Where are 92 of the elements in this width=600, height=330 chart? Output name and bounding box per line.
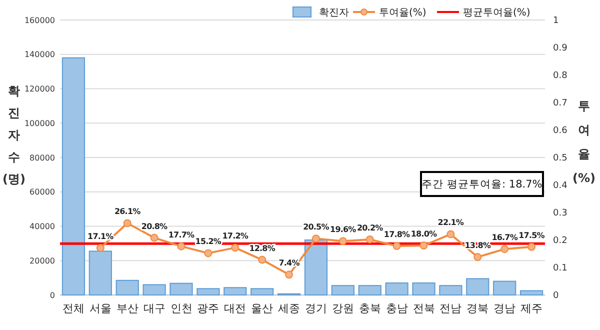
data-label: 20.8%: [141, 222, 168, 231]
point: [285, 270, 294, 279]
x-tick-label: 충북: [358, 302, 381, 315]
bar: [466, 278, 490, 296]
y2-tick-label: 0.2: [553, 236, 568, 246]
point: [338, 237, 347, 246]
bar: [224, 287, 247, 296]
data-label: 16.7%: [492, 233, 518, 242]
data-label: 12.8%: [249, 244, 276, 253]
y-tick-label: 60000: [30, 188, 55, 197]
point: [123, 219, 132, 228]
y2-tick-label: 0: [553, 291, 559, 302]
point: [231, 244, 240, 252]
legend-label: 투여율(%): [379, 8, 426, 18]
bar: [196, 288, 220, 296]
bar: [62, 57, 86, 296]
y-tick-label: 100000: [24, 118, 55, 128]
x-tick-label: 제주: [520, 302, 543, 315]
legend-label: 확진자: [319, 8, 349, 18]
bar: [385, 282, 408, 296]
point: [474, 253, 482, 262]
x-tick-label: 서울: [89, 302, 112, 315]
legend-label: 평균투여율(%): [463, 8, 530, 18]
x-tick-label: 전남: [440, 302, 462, 315]
data-label: 17.7%: [168, 230, 195, 240]
bar: [439, 285, 462, 296]
point: [258, 256, 266, 264]
y-tick-label: 20000: [30, 256, 55, 266]
point: [204, 249, 212, 258]
bar: [412, 282, 436, 296]
data-label: 17.5%: [518, 230, 545, 240]
y-tick-label: 160000: [24, 16, 55, 25]
data-label: 20.2%: [356, 223, 384, 232]
point: [366, 235, 374, 244]
point: [528, 242, 536, 251]
y2-tick-label: 0.4: [553, 181, 568, 192]
data-label: 17.2%: [222, 232, 248, 241]
y2-axis-title: 투여율(%): [572, 99, 596, 185]
annotation: 주간 평균투여율: 18.7%: [422, 178, 542, 191]
y-axis-title: 확진자수(명): [2, 84, 26, 186]
bar: [88, 250, 112, 296]
y2-tick-label: 0.6: [553, 126, 568, 136]
y-tick-label: 40000: [30, 222, 55, 232]
x-tick-label: 대전: [224, 302, 246, 315]
data-label: 18.0%: [410, 230, 438, 238]
bar: [142, 284, 166, 296]
point: [96, 244, 104, 252]
x-tick-label: 전북: [412, 302, 435, 315]
y-tick-label: 140000: [24, 50, 55, 60]
y2-tick-label: 0.5: [553, 154, 568, 164]
x-tick-label: 경남: [494, 302, 516, 315]
data-label: 17.1%: [88, 232, 114, 241]
x-tick-label: 경북: [466, 302, 489, 315]
point: [500, 245, 509, 254]
point: [392, 242, 401, 250]
y-tick-label: 120000: [24, 84, 55, 94]
bar: [493, 280, 516, 296]
x-tick-label: 경기: [304, 302, 327, 315]
data-label: 17.8%: [384, 230, 410, 240]
x-tick-label: 강원: [332, 302, 354, 315]
x-tick-label: 광주: [197, 302, 220, 315]
point: [312, 234, 320, 243]
point: [177, 242, 186, 250]
bar: [170, 282, 193, 296]
data-label: 19.6%: [330, 225, 356, 234]
x-tick-label: 인천: [170, 302, 192, 315]
y2-tick-label: 0.7: [553, 98, 568, 109]
point: [150, 234, 158, 242]
data-label: 26.1%: [114, 207, 141, 216]
bar: [331, 285, 354, 296]
y2-tick-label: 0.9: [553, 44, 568, 54]
point: [420, 242, 428, 250]
x-tick-label: 세종: [278, 302, 300, 315]
x-tick-label: 전체: [62, 302, 84, 315]
point: [446, 230, 455, 238]
bar: [520, 290, 544, 296]
y2-tick-label: 0.1: [553, 264, 568, 274]
y2-tick-label: 0.8: [553, 71, 568, 82]
y-tick-label: 80000: [30, 153, 55, 162]
bar: [304, 240, 328, 296]
y2-tick-label: 1: [553, 16, 559, 26]
x-tick-label: 부산: [116, 302, 138, 315]
x-tick-label: 충남: [386, 302, 408, 315]
y-tick-label: 0: [50, 290, 55, 300]
x-tick-label: 울산: [251, 302, 274, 315]
y2-tick-label: 0.3: [553, 208, 568, 219]
data-label: 22.1%: [438, 218, 464, 228]
bar: [250, 288, 274, 296]
data-label: 20.5%: [303, 222, 330, 232]
x-tick-label: 대구: [143, 302, 166, 315]
bar: [358, 285, 382, 296]
bar: [116, 280, 139, 296]
